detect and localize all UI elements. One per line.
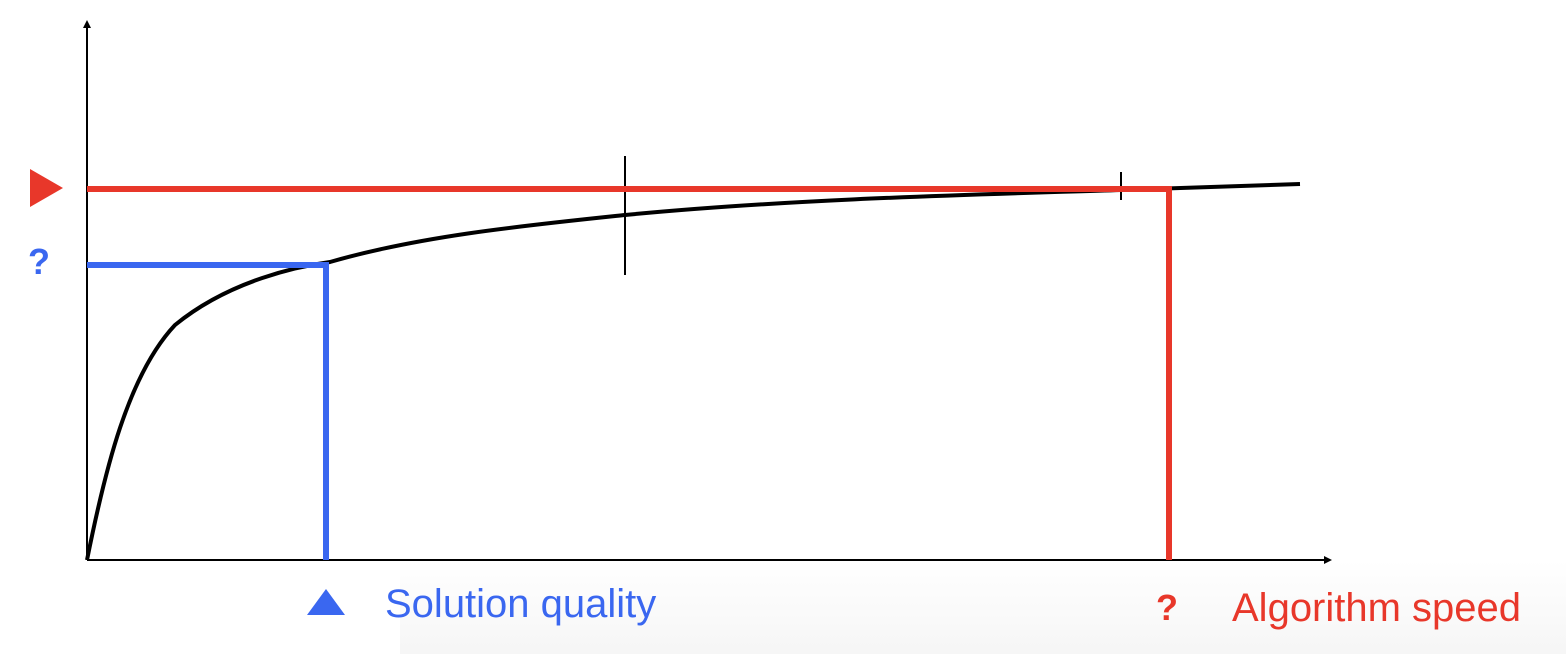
solution-quality-label: Solution quality [385, 582, 657, 626]
red-unknown-mark: ? [1156, 587, 1178, 628]
red-triangle-marker-icon [30, 169, 63, 207]
red-guide-line [87, 186, 1172, 560]
tradeoff-curve [85, 182, 1301, 561]
blue-guide-line [87, 262, 329, 560]
blue-unknown-mark: ? [28, 241, 50, 282]
blue-triangle-marker-icon [307, 589, 345, 615]
bottom-fade [400, 560, 1566, 654]
algorithm-speed-label: Algorithm speed [1232, 586, 1522, 630]
